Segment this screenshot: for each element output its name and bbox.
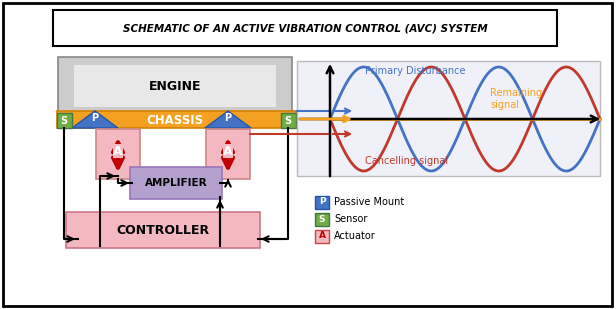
Text: Sensor: Sensor <box>334 214 367 224</box>
Text: Cancelling signal: Cancelling signal <box>365 156 448 166</box>
Bar <box>315 213 329 226</box>
Text: Remaining
signal: Remaining signal <box>490 88 542 110</box>
FancyBboxPatch shape <box>66 212 260 248</box>
Text: Passive Mount: Passive Mount <box>334 197 404 207</box>
Bar <box>206 129 250 179</box>
Text: S: S <box>318 214 325 223</box>
Text: S: S <box>285 116 291 126</box>
Text: A: A <box>113 145 123 158</box>
Text: Primary Disturbance: Primary Disturbance <box>365 66 466 76</box>
FancyBboxPatch shape <box>130 167 222 199</box>
Text: P: P <box>91 113 99 123</box>
FancyBboxPatch shape <box>58 57 292 113</box>
Text: P: P <box>318 197 325 206</box>
Polygon shape <box>72 111 118 128</box>
Text: S: S <box>60 116 68 126</box>
Bar <box>315 230 329 243</box>
Text: CHASSIS: CHASSIS <box>147 113 203 126</box>
FancyBboxPatch shape <box>74 65 276 107</box>
Text: P: P <box>224 113 232 123</box>
Text: ENGINE: ENGINE <box>148 79 201 92</box>
Bar <box>281 113 296 128</box>
Text: A: A <box>223 145 233 158</box>
FancyBboxPatch shape <box>53 10 557 46</box>
Text: AMPLIFIER: AMPLIFIER <box>145 178 208 188</box>
Text: CONTROLLER: CONTROLLER <box>116 223 209 236</box>
Bar <box>57 111 297 128</box>
Bar <box>315 196 329 209</box>
Text: A: A <box>318 231 325 240</box>
Text: SCHEMATIC OF AN ACTIVE VIBRATION CONTROL (AVC) SYSTEM: SCHEMATIC OF AN ACTIVE VIBRATION CONTROL… <box>123 23 487 33</box>
Bar <box>297 61 600 176</box>
Polygon shape <box>205 111 251 128</box>
Text: Actuator: Actuator <box>334 231 376 241</box>
Bar <box>57 113 72 128</box>
Bar <box>96 129 140 179</box>
